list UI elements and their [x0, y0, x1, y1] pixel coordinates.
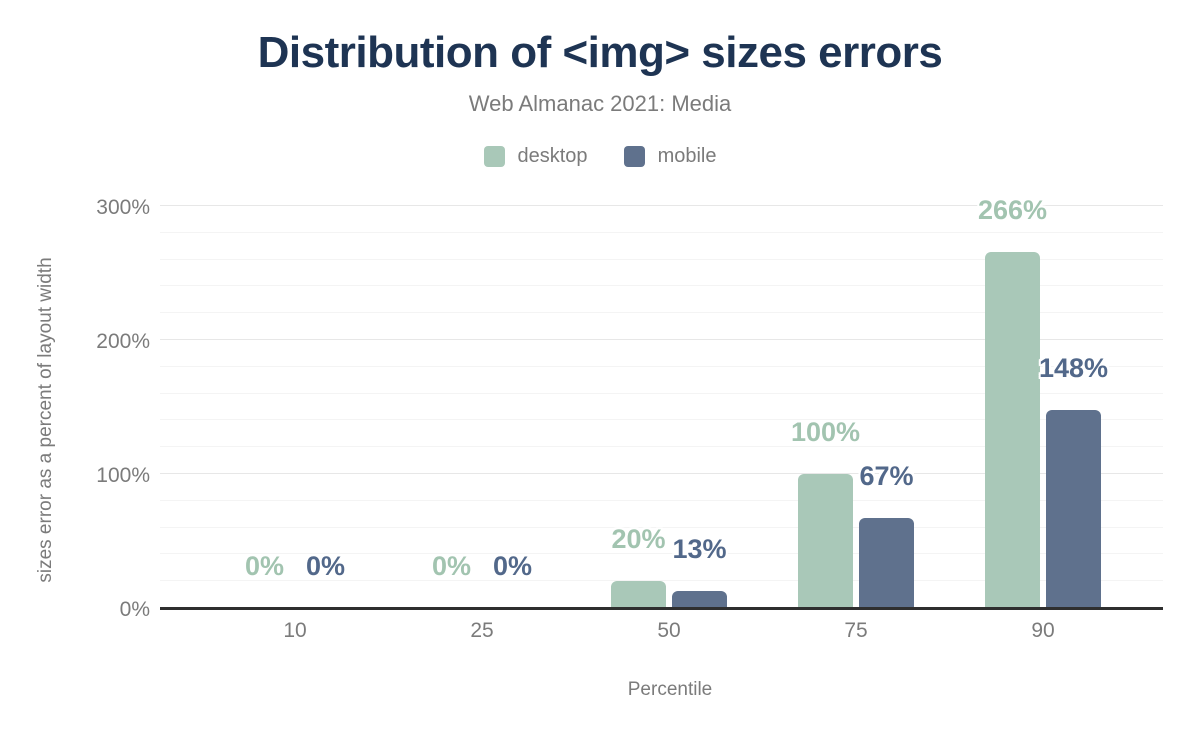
- legend: desktop mobile: [0, 145, 1200, 168]
- plot-area: 0% 0% 20% 100% 266% 0% 0% 13% 67% 148%: [160, 196, 1163, 610]
- x-tick-50: 50: [657, 619, 681, 642]
- bar-mobile-p75: [859, 518, 914, 608]
- bar-label-mobile-p10: 0%: [305, 551, 346, 581]
- gridline-100: [160, 473, 1163, 474]
- gridline-300: [160, 205, 1163, 206]
- bar-label-mobile-p90: 148%: [1038, 352, 1109, 383]
- bar-label-mobile-p50: 13%: [672, 533, 727, 564]
- bar-label-desktop-p25: 0%: [431, 551, 472, 581]
- gridline-260: [160, 258, 1163, 260]
- gridline-220: [160, 312, 1163, 314]
- y-tick-0: 0%: [119, 598, 150, 621]
- legend-swatch-mobile: [623, 146, 645, 167]
- x-tick-25: 25: [470, 619, 494, 642]
- legend-label-mobile: mobile: [657, 145, 717, 167]
- x-tick-90: 90: [1031, 619, 1055, 642]
- gridline-240: [160, 285, 1163, 287]
- x-axis-line: [160, 607, 1163, 610]
- gridline-60: [160, 526, 1163, 528]
- gridline-40: [160, 553, 1163, 555]
- gridline-280: [160, 231, 1163, 233]
- gridline-80: [160, 499, 1163, 501]
- gridline-200: [160, 339, 1163, 340]
- bar-label-mobile-p75: 67%: [859, 461, 914, 492]
- bar-label-desktop-p50: 20%: [611, 524, 666, 555]
- x-axis-title: Percentile: [627, 679, 713, 700]
- legend-item-desktop: desktop: [483, 145, 588, 168]
- gridline-180: [160, 365, 1163, 367]
- legend-label-desktop: desktop: [517, 145, 588, 167]
- gridline-20: [160, 580, 1163, 582]
- bar-desktop-p50: [611, 581, 666, 608]
- bar-mobile-p90: [1046, 409, 1101, 608]
- gridline-120: [160, 446, 1163, 448]
- bar-label-desktop-p10: 0%: [244, 551, 285, 581]
- bar-label-mobile-p25: 0%: [492, 551, 533, 581]
- y-axis-title: sizes error as a percent of layout width: [35, 257, 56, 583]
- bar-label-desktop-p90: 266%: [977, 194, 1048, 225]
- legend-swatch-desktop: [483, 146, 505, 167]
- bar-label-desktop-p75: 100%: [790, 417, 861, 447]
- y-tick-300: 300%: [96, 196, 150, 219]
- bar-desktop-p90: [985, 251, 1040, 608]
- x-tick-75: 75: [844, 619, 868, 642]
- chart-title: Distribution of <img> sizes errors: [257, 28, 943, 77]
- gridline-160: [160, 392, 1163, 394]
- x-tick-10: 10: [283, 619, 307, 642]
- gridline-140: [160, 419, 1163, 421]
- bar-desktop-p75: [798, 474, 853, 608]
- y-tick-100: 100%: [96, 464, 150, 487]
- y-tick-200: 200%: [96, 330, 150, 353]
- legend-item-mobile: mobile: [623, 145, 717, 168]
- bar-mobile-p50: [672, 590, 727, 608]
- chart-subtitle: Web Almanac 2021: Media: [468, 91, 732, 116]
